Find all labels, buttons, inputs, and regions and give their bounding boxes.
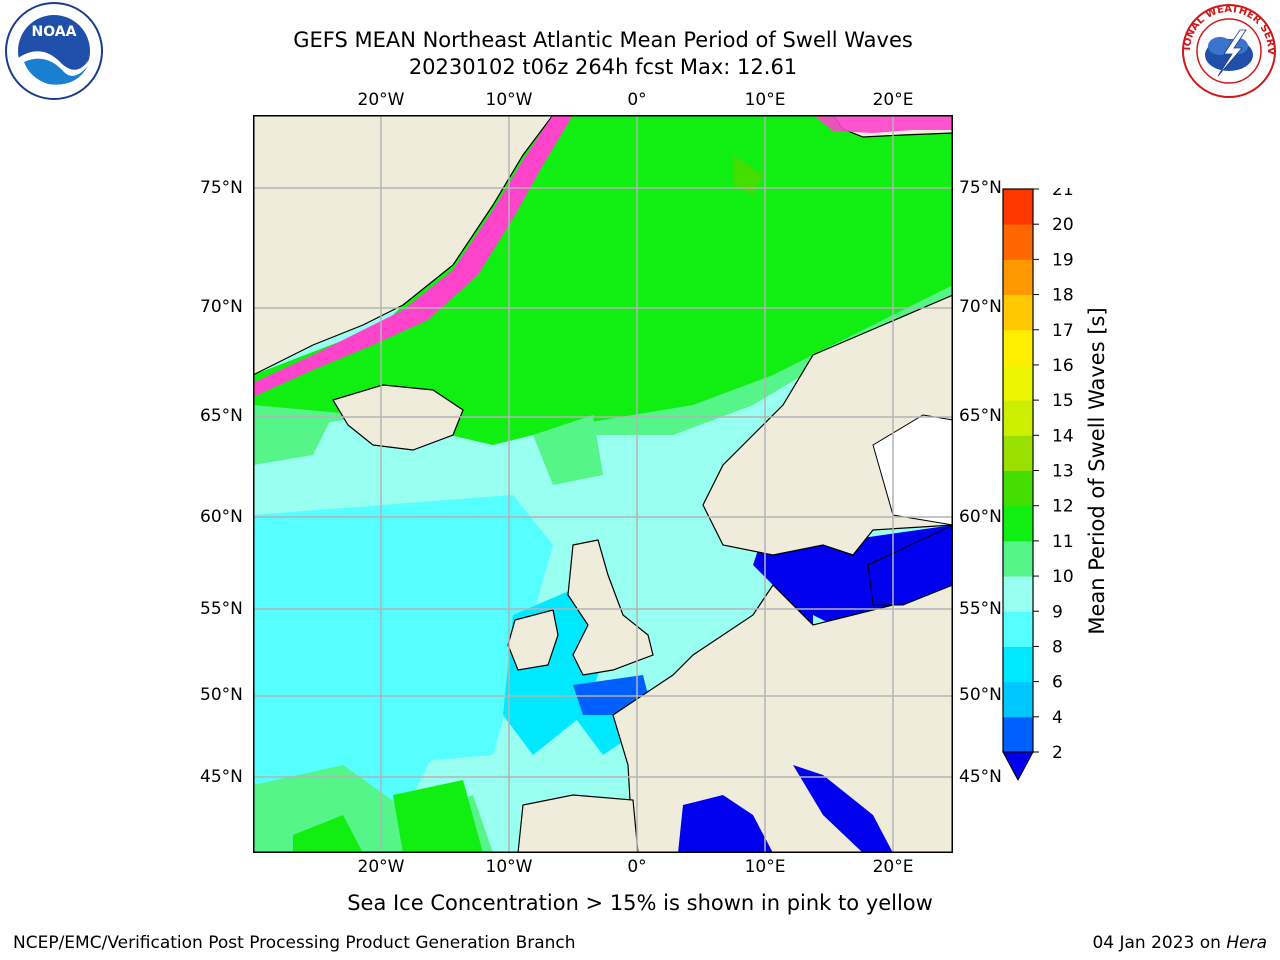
colorbar-swatch bbox=[1003, 681, 1033, 718]
swell-band-10-11 bbox=[293, 815, 363, 853]
sea-ice-edge bbox=[253, 115, 573, 397]
colorbar-swatch bbox=[1003, 259, 1033, 296]
noaa-logo-text: NOAA bbox=[32, 24, 77, 40]
colorbar-tick-label: 9 bbox=[1052, 602, 1063, 622]
map-panel bbox=[253, 115, 953, 853]
colorbar-tick-label: 13 bbox=[1052, 462, 1074, 482]
great-britain bbox=[567, 539, 654, 676]
lat-label-left: 75°N bbox=[200, 178, 243, 198]
lat-label-left: 50°N bbox=[200, 685, 243, 705]
lon-label-top: 20°W bbox=[357, 90, 405, 110]
lat-label-left: 55°N bbox=[200, 599, 243, 619]
lat-label-right: 70°N bbox=[959, 297, 1002, 317]
colorbar-swatch bbox=[1003, 400, 1033, 436]
map-canvas bbox=[253, 115, 953, 853]
lat-label-left: 70°N bbox=[200, 297, 243, 317]
colorbar-tick-label: 4 bbox=[1052, 708, 1063, 728]
adriatic bbox=[793, 765, 893, 853]
baltic-sea bbox=[867, 524, 953, 606]
noaa-logo: NOAA bbox=[5, 2, 103, 100]
credit-date-text: 04 Jan 2023 on bbox=[1092, 933, 1227, 953]
lat-label-right: 75°N bbox=[959, 178, 1002, 198]
lat-label-right: 55°N bbox=[959, 599, 1002, 619]
colorbar-swatch bbox=[1003, 470, 1033, 507]
colorbar-tick-label: 19 bbox=[1052, 250, 1074, 270]
map-subtitle: 20230102 t06z 264h fcst Max: 12.61 bbox=[408, 55, 798, 79]
lon-label-top: 20°E bbox=[872, 90, 914, 110]
credit-host: Hera bbox=[1226, 933, 1267, 953]
graticule bbox=[253, 115, 953, 853]
ireland bbox=[507, 609, 559, 671]
colorbar-swatch bbox=[1003, 329, 1033, 366]
colorbar-tick-label: 20 bbox=[1052, 215, 1074, 235]
lat-label-right: 60°N bbox=[959, 507, 1002, 527]
swell-band-9-10 bbox=[253, 405, 333, 465]
lat-label-left: 65°N bbox=[200, 406, 243, 426]
colorbar-swatch bbox=[1003, 505, 1033, 542]
nws-logo: NATIONAL WEATHER SERVICE bbox=[1180, 2, 1276, 98]
colorbar-swatch bbox=[1003, 540, 1033, 577]
colorbar-tick-label: 10 bbox=[1052, 567, 1074, 587]
lon-label-bottom: 10°W bbox=[485, 857, 533, 877]
colorbar-swatch bbox=[1003, 364, 1033, 401]
lon-label-top: 10°E bbox=[744, 90, 786, 110]
greenland bbox=[253, 115, 554, 376]
swell-band-9-10 bbox=[533, 415, 603, 485]
colorbar-tick-label: 15 bbox=[1052, 391, 1074, 411]
colorbar-tick-label: 18 bbox=[1052, 286, 1074, 306]
lon-label-bottom: 10°E bbox=[744, 857, 786, 877]
map-border bbox=[253, 115, 953, 853]
colorbar-tick-label: 6 bbox=[1052, 673, 1063, 693]
colorbar-tick-label: 17 bbox=[1052, 321, 1074, 341]
swell-band-10-11 bbox=[253, 115, 953, 445]
lat-label-right: 65°N bbox=[959, 406, 1002, 426]
swell-band-10-11 bbox=[393, 780, 483, 853]
colorbar-swatch bbox=[1003, 224, 1033, 260]
colorbar-tick-label: 14 bbox=[1052, 426, 1074, 446]
colorbar-extend-min bbox=[1002, 751, 1034, 782]
lat-label-left: 45°N bbox=[200, 767, 243, 787]
swell-band-below-2 bbox=[753, 535, 813, 625]
colorbar-tick-label: 21 bbox=[1052, 188, 1074, 200]
colorbar-tick-label: 8 bbox=[1052, 637, 1063, 657]
colorbar-tick-label: 12 bbox=[1052, 497, 1074, 517]
lon-label-bottom: 20°E bbox=[872, 857, 914, 877]
colorbar-tick-label: 11 bbox=[1052, 532, 1074, 552]
colorbar-swatch bbox=[1003, 189, 1033, 225]
lon-label-top: 0° bbox=[627, 90, 647, 110]
colorbar-title: Mean Period of Swell Waves [s] bbox=[1085, 307, 1109, 635]
lon-label-top: 10°W bbox=[485, 90, 533, 110]
colorbar-tick-label: 16 bbox=[1052, 356, 1074, 376]
colorbar-swatch bbox=[1003, 611, 1033, 647]
lon-label-bottom: 20°W bbox=[357, 857, 405, 877]
colorbar-tick-label: 2 bbox=[1052, 743, 1063, 763]
credit-date: 04 Jan 2023 on Hera bbox=[1092, 933, 1267, 953]
sea-ice-note: Sea Ice Concentration > 15% is shown in … bbox=[347, 891, 933, 915]
swell-band-11-12 bbox=[733, 155, 763, 195]
iberia bbox=[517, 794, 639, 853]
lat-label-left: 60°N bbox=[200, 507, 243, 527]
lon-label-bottom: 0° bbox=[627, 857, 647, 877]
lat-label-right: 50°N bbox=[959, 685, 1002, 705]
colorbar-swatch bbox=[1003, 435, 1033, 471]
credit-branch: NCEP/EMC/Verification Post Processing Pr… bbox=[13, 933, 576, 953]
colorbar: 2 4 6 8 9 10 11 12 13 14 15 16 17 18 19 20 21 bbox=[1002, 188, 1074, 782]
colorbar-swatch bbox=[1003, 716, 1033, 753]
sea-ice-edge bbox=[813, 115, 953, 133]
colorbar-swatch bbox=[1003, 576, 1033, 612]
lat-label-right: 45°N bbox=[959, 767, 1002, 787]
colorbar-swatch bbox=[1003, 294, 1033, 331]
colorbar-swatch bbox=[1003, 646, 1033, 683]
mediterranean bbox=[678, 795, 773, 853]
map-title: GEFS MEAN Northeast Atlantic Mean Period… bbox=[293, 28, 913, 52]
